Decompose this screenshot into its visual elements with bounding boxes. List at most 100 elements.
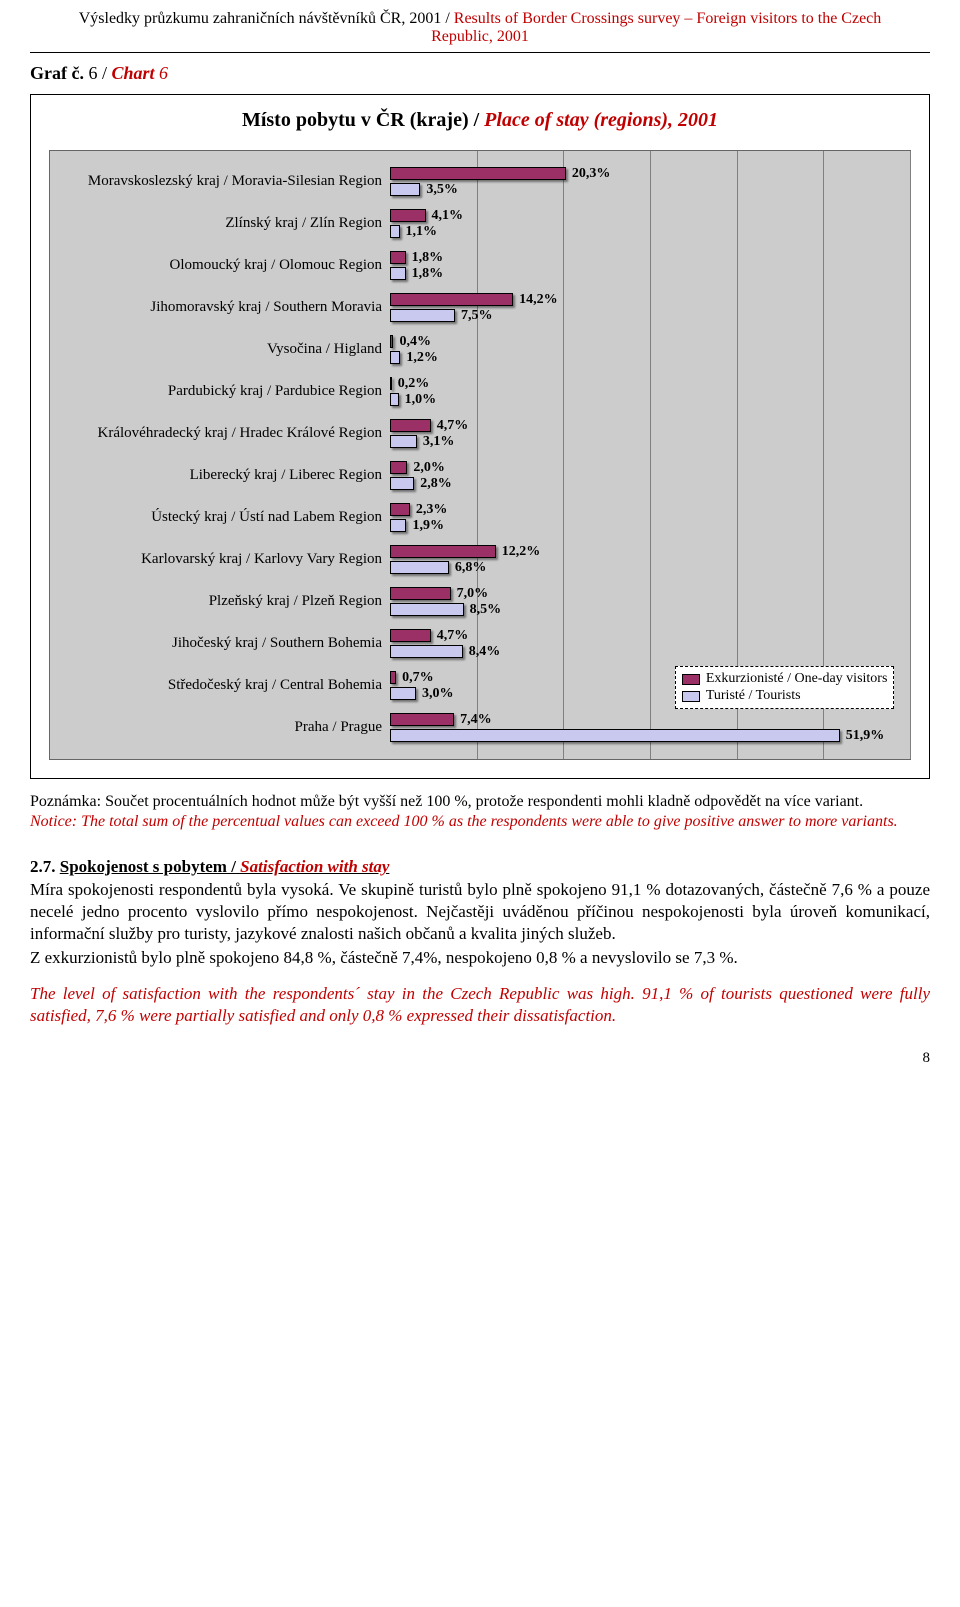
bars-cell: 2,3%1,9% [390, 497, 910, 539]
legend-label: Turisté / Tourists [706, 688, 801, 704]
chart-legend: Exkurzionisté / One-day visitorsTuristé … [675, 666, 895, 709]
legend-label: Exkurzionisté / One-day visitors [706, 671, 888, 687]
bars-cell: 0,2%1,0% [390, 371, 910, 413]
body-text-cz: Míra spokojenosti respondentů byla vysok… [30, 879, 930, 969]
bar-value-a: 7,4% [456, 713, 492, 726]
bar-value-a: 0,7% [398, 671, 434, 684]
legend-row: Turisté / Tourists [682, 688, 888, 704]
bar-value-b: 7,5% [457, 309, 493, 322]
bars-cell: 7,0% 8,5% [390, 581, 910, 623]
bar-value-b: 1,1% [402, 225, 438, 238]
bar-series-b [390, 645, 463, 658]
bar-value-b: 2,8% [416, 477, 452, 490]
bar-series-a [390, 167, 566, 180]
bar-value-b: 8,4% [465, 645, 501, 658]
bars-cell: 4,7% 3,1% [390, 413, 910, 455]
bar-value-a: 4,7% [433, 629, 469, 642]
bar-value-b: 3,1% [419, 435, 455, 448]
bar-series-b [390, 477, 414, 490]
legend-row: Exkurzionisté / One-day visitors [682, 671, 888, 687]
legend-swatch [682, 691, 700, 702]
bar-series-b [390, 729, 840, 742]
header-rule [30, 52, 930, 53]
body-text-cz-para: Míra spokojenosti respondentů byla vysok… [30, 879, 930, 945]
caption-cz-label: Graf č. [30, 63, 84, 83]
bar-series-a [390, 671, 396, 684]
caption-en-label: Chart [112, 63, 155, 83]
bar-series-a [390, 587, 451, 600]
section-title-cz: Spokojenost s pobytem / [60, 857, 236, 876]
bars-cell: 20,3% 3,5% [390, 161, 910, 203]
bars-cell: 7,4%51,9% [390, 707, 910, 749]
bar-series-b [390, 225, 400, 238]
header-cz: Výsledky průzkumu zahraničních návštěvní… [79, 10, 450, 27]
chart-outer-border: Místo pobytu v ČR (kraje) / Place of sta… [30, 94, 930, 779]
header-title: Výsledky průzkumu zahraničních návštěvní… [30, 10, 930, 50]
bar-series-b [390, 435, 417, 448]
bars-cell: 2,0% 2,8% [390, 455, 910, 497]
bar-value-b: 1,9% [408, 519, 444, 532]
category-label: Jihomoravský kraj / Southern Moravia [54, 287, 382, 329]
bar-value-a: 2,0% [409, 461, 445, 474]
bar-series-a [390, 335, 393, 348]
caption-cz-num: 6 [88, 63, 97, 83]
bars-cell: 4,7% 8,4% [390, 623, 910, 665]
caption-en-num: 6 [159, 63, 168, 83]
bars-cell: 4,1% 1,1% [390, 203, 910, 245]
bar-value-b: 3,0% [418, 687, 454, 700]
bars-cell: 12,2%6,8% [390, 539, 910, 581]
chart-title: Místo pobytu v ČR (kraje) / Place of sta… [49, 109, 911, 132]
bar-value-a: 4,1% [428, 209, 464, 222]
header-en: Results of Border Crossings survey – For… [431, 10, 881, 45]
bar-series-b [390, 393, 399, 406]
chart-plot-area: 20,3% 3,5% 4,1% 1,1% 1,8%1,8% 14,2% 7,5% 0,4% 1,… [390, 151, 910, 759]
section-heading: 2.7. Spokojenost s pobytem / Satisfactio… [30, 857, 930, 877]
bar-series-b [390, 603, 464, 616]
bar-series-a [390, 209, 426, 222]
bar-value-b: 8,5% [466, 603, 502, 616]
bar-value-a: 14,2% [515, 293, 558, 306]
bar-series-a [390, 713, 454, 726]
caption-sep: / [102, 63, 112, 83]
bar-value-b: 1,2% [402, 351, 438, 364]
body-text-cz-para: Z exkurzionistů bylo plně spokojeno 84,8… [30, 947, 930, 969]
bar-value-a: 1,8% [408, 251, 444, 264]
category-label: Jihočeský kraj / Southern Bohemia [54, 623, 382, 665]
category-label: Karlovarský kraj / Karlovy Vary Region [54, 539, 382, 581]
bar-series-a [390, 461, 407, 474]
bar-series-b [390, 183, 420, 196]
bar-value-a: 4,7% [433, 419, 469, 432]
bar-series-b [390, 687, 416, 700]
chart-y-labels: Moravskoslezský kraj / Moravia-Silesian … [50, 151, 390, 759]
bar-series-a [390, 293, 513, 306]
bars-cell: 1,8%1,8% [390, 245, 910, 287]
note-en: Notice: The total sum of the percentual … [30, 813, 930, 831]
chart-title-en: Place of stay (regions), 2001 [484, 109, 718, 131]
category-label: Liberecký kraj / Liberec Region [54, 455, 382, 497]
bar-value-a: 0,4% [395, 335, 431, 348]
category-label: Ústecký kraj / Ústí nad Labem Region [54, 497, 382, 539]
category-label: Moravskoslezský kraj / Moravia-Silesian … [54, 161, 382, 203]
legend-swatch [682, 674, 700, 685]
bar-value-a: 12,2% [498, 545, 541, 558]
page-number: 8 [30, 1050, 930, 1067]
bar-series-a [390, 419, 431, 432]
category-label: Zlínský kraj / Zlín Region [54, 203, 382, 245]
note-cz: Poznámka: Součet procentuálních hodnot m… [30, 793, 930, 811]
section-title-en: Satisfaction with stay [236, 857, 390, 876]
bar-value-a: 7,0% [453, 587, 489, 600]
bar-value-a: 0,2% [394, 377, 430, 390]
bar-series-a [390, 629, 431, 642]
bar-series-a [390, 545, 496, 558]
bar-value-b: 3,5% [422, 183, 458, 196]
category-label: Královéhradecký kraj / Hradec Králové Re… [54, 413, 382, 455]
bar-series-a [390, 503, 410, 516]
bar-value-a: 20,3% [568, 167, 611, 180]
bar-series-b [390, 351, 400, 364]
gridline [910, 151, 911, 759]
body-text-en: The level of satisfaction with the respo… [30, 983, 930, 1027]
category-label: Olomoucký kraj / Olomouc Region [54, 245, 382, 287]
category-label: Praha / Prague [54, 707, 382, 749]
chart-title-cz: Místo pobytu v ČR (kraje) / [242, 109, 479, 131]
bar-series-b [390, 519, 406, 532]
